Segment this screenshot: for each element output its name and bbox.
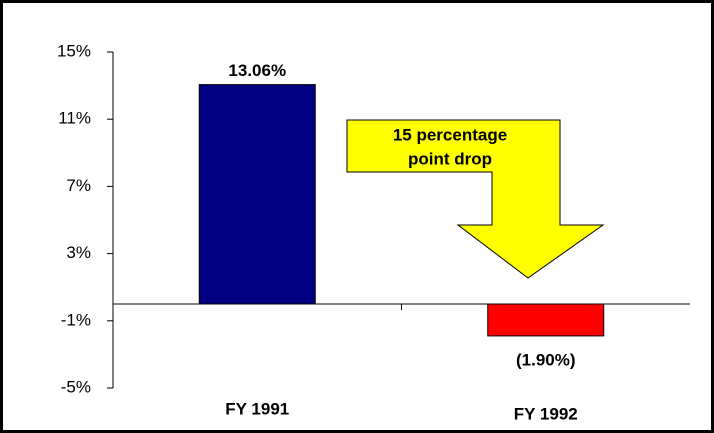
y-tick-label: 11% [58,109,91,128]
bar [198,84,316,305]
y-tick-label: -1% [61,310,91,329]
annotation: point drop [408,149,492,168]
annotation: 15 percentage [393,125,507,144]
bar [487,303,605,337]
y-tick-label: 3% [66,243,91,262]
x-tick-label: FY 1992 [514,404,578,423]
y-tick-label: -5% [61,377,91,396]
value-label: (1.90%) [516,350,576,369]
y-tick-label: 15% [57,41,91,60]
x-tick-label: FY 1991 [225,399,289,418]
y-tick-label: 7% [66,176,91,195]
value-label: 13.06% [228,61,286,80]
drop-arrow [346,119,605,279]
